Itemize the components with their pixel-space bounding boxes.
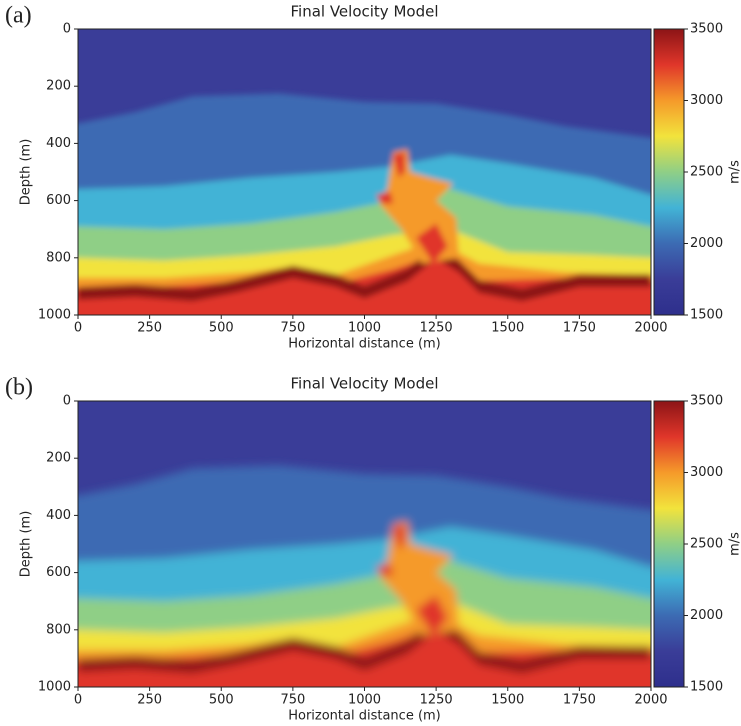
layer <box>78 254 651 315</box>
colorbar-tick-label: 2000 <box>690 236 723 251</box>
y-tick-label: 0 <box>63 22 71 37</box>
x-tick-label: 2000 <box>634 693 667 708</box>
x-tick-label: 1750 <box>563 321 596 336</box>
y-tick-label: 400 <box>46 136 71 151</box>
chart-title: Final Velocity Model <box>291 375 439 393</box>
salt-body <box>416 595 448 636</box>
colorbar <box>653 400 685 688</box>
velocity-image <box>78 29 651 315</box>
colorbar-label: m/s <box>728 160 741 184</box>
salt-body <box>375 192 394 204</box>
colorbar-tick-label: 2500 <box>690 537 723 552</box>
colorbar-tick-label: 1500 <box>690 680 723 695</box>
x-tick-label: 0 <box>74 321 82 336</box>
panel-label: (b) <box>5 375 33 401</box>
dark-band <box>78 617 651 674</box>
x-tick-label: 1750 <box>563 693 596 708</box>
colorbar-tick-label: 2500 <box>690 165 723 180</box>
y-tick-label: 200 <box>46 79 71 94</box>
salt-body <box>375 564 394 576</box>
y-axis-label: Depth (m) <box>19 511 34 578</box>
image-layers <box>78 465 651 687</box>
layer <box>78 626 651 687</box>
colorbar-tick-label: 3500 <box>690 22 723 37</box>
y-tick-label: 1000 <box>38 308 71 323</box>
colorbar-tick-label: 1500 <box>690 308 723 323</box>
salt-body <box>416 223 448 264</box>
colorbar-label: m/s <box>728 532 741 556</box>
y-tick-label: 0 <box>63 394 71 409</box>
colorbar <box>653 28 685 316</box>
x-tick-label: 2000 <box>634 321 667 336</box>
x-tick-label: 750 <box>280 693 305 708</box>
x-tick-label: 250 <box>137 693 162 708</box>
colorbar-tick-label: 3500 <box>690 394 723 409</box>
x-axis-label: Horizontal distance (m) <box>288 709 441 724</box>
chart-title: Final Velocity Model <box>291 3 439 21</box>
x-tick-label: 1000 <box>348 693 381 708</box>
y-tick-label: 600 <box>46 565 71 580</box>
colorbar-tick-label: 3000 <box>690 93 723 108</box>
salt-body <box>393 151 405 178</box>
y-tick-label: 800 <box>46 250 71 265</box>
x-tick-label: 1250 <box>420 693 453 708</box>
velocity-image <box>78 401 651 687</box>
dark-band <box>78 245 651 302</box>
y-tick-label: 200 <box>46 451 71 466</box>
colorbar-tick-label: 3000 <box>690 465 723 480</box>
colorbar-tick-label: 2000 <box>690 608 723 623</box>
panel-label: (a) <box>5 3 32 29</box>
x-tick-label: 1000 <box>348 321 381 336</box>
x-tick-label: 1500 <box>491 693 524 708</box>
y-tick-label: 400 <box>46 508 71 523</box>
y-tick-label: 800 <box>46 622 71 637</box>
x-tick-label: 1500 <box>491 321 524 336</box>
x-tick-label: 750 <box>280 321 305 336</box>
x-tick-label: 250 <box>137 321 162 336</box>
x-axis-label: Horizontal distance (m) <box>288 337 441 352</box>
x-tick-label: 500 <box>209 321 234 336</box>
salt-body <box>393 523 405 550</box>
y-tick-label: 1000 <box>38 680 71 695</box>
y-axis-label: Depth (m) <box>19 139 34 206</box>
x-tick-label: 1250 <box>420 321 453 336</box>
x-tick-label: 500 <box>209 693 234 708</box>
y-tick-label: 600 <box>46 193 71 208</box>
x-tick-label: 0 <box>74 693 82 708</box>
image-layers <box>78 93 651 315</box>
